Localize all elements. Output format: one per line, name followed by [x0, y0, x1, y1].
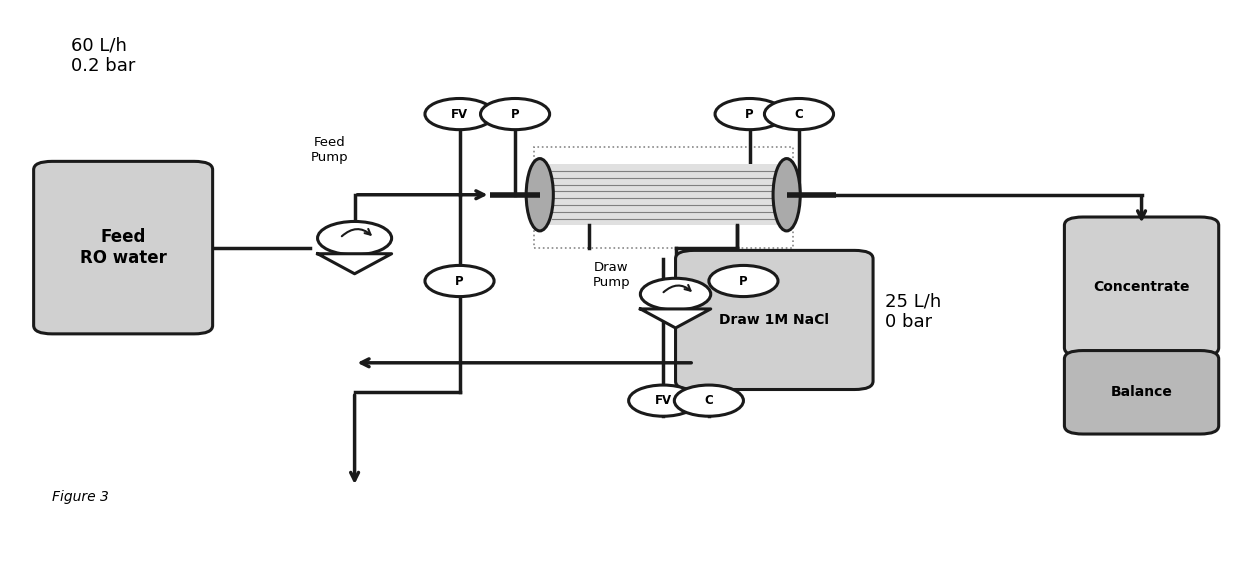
- Circle shape: [715, 98, 784, 130]
- Ellipse shape: [526, 158, 553, 231]
- Text: Feed
RO water: Feed RO water: [79, 228, 166, 267]
- Circle shape: [425, 98, 494, 130]
- Text: Feed
Pump: Feed Pump: [311, 136, 348, 164]
- Text: C: C: [704, 394, 713, 407]
- Text: Draw 1M NaCl: Draw 1M NaCl: [719, 313, 830, 327]
- FancyBboxPatch shape: [1064, 217, 1219, 356]
- Bar: [533, 147, 792, 248]
- Text: P: P: [739, 274, 748, 288]
- FancyBboxPatch shape: [676, 251, 873, 389]
- Text: 25 L/h
0 bar: 25 L/h 0 bar: [885, 292, 941, 331]
- Text: P: P: [455, 274, 464, 288]
- Text: Draw
Pump: Draw Pump: [593, 261, 630, 289]
- Circle shape: [709, 265, 777, 297]
- Circle shape: [629, 385, 698, 416]
- Polygon shape: [640, 309, 711, 328]
- Circle shape: [764, 98, 833, 130]
- Circle shape: [640, 278, 711, 310]
- Text: P: P: [511, 107, 520, 121]
- Text: P: P: [745, 107, 754, 121]
- Text: C: C: [795, 107, 804, 121]
- Circle shape: [317, 221, 392, 255]
- FancyBboxPatch shape: [1064, 351, 1219, 434]
- FancyBboxPatch shape: [33, 161, 212, 334]
- Polygon shape: [317, 253, 392, 274]
- Circle shape: [675, 385, 744, 416]
- Text: Balance: Balance: [1111, 386, 1173, 399]
- Bar: [539, 164, 786, 225]
- Ellipse shape: [773, 158, 800, 231]
- Text: FV: FV: [655, 394, 672, 407]
- Text: Figure 3: Figure 3: [52, 490, 109, 504]
- Circle shape: [481, 98, 549, 130]
- Text: 60 L/h
0.2 bar: 60 L/h 0.2 bar: [71, 36, 135, 75]
- Text: FV: FV: [451, 107, 467, 121]
- Text: Concentrate: Concentrate: [1094, 279, 1190, 293]
- Circle shape: [425, 265, 494, 297]
